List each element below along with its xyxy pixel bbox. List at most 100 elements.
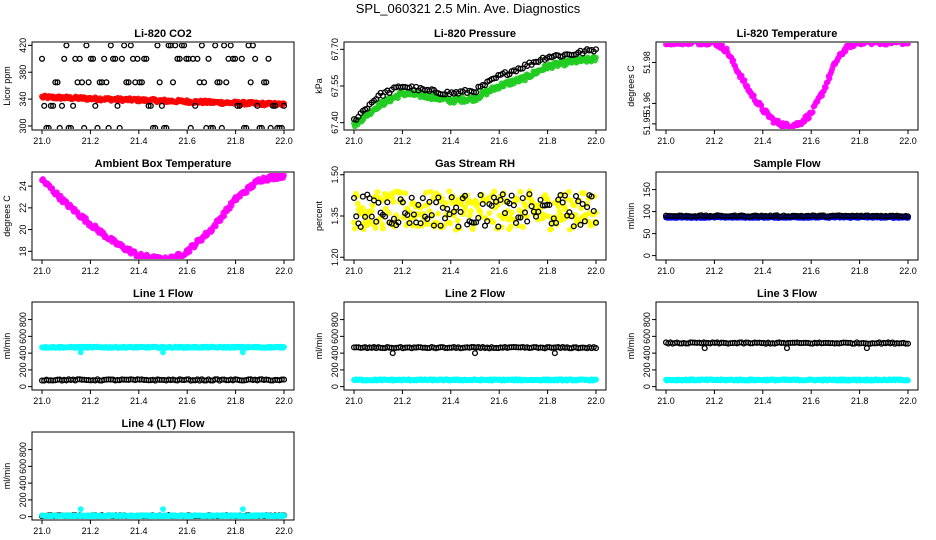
data-point: [709, 43, 714, 44]
series-layer: [662, 339, 912, 384]
panel-ambient: Ambient Box Temperature 21.0 21.2 21.4 21.6 2…: [2, 158, 295, 276]
data-point: [83, 43, 90, 49]
data-point: [239, 349, 246, 356]
panel-title: Li-820 CO2: [134, 28, 191, 40]
data-point: [258, 124, 265, 129]
y-axis-label: ml/min: [626, 333, 636, 360]
data-point: [555, 203, 562, 210]
data-point: [278, 376, 285, 383]
data-point: [114, 102, 121, 109]
x-tick-label: 21.8: [539, 136, 557, 146]
data-point: [577, 221, 584, 228]
data-point: [868, 43, 873, 45]
y-tick-label: 24: [18, 181, 28, 191]
data-point: [517, 214, 524, 221]
x-tick-label: 21.6: [178, 266, 196, 276]
data-point: [430, 222, 437, 229]
x-tick-label: 21.0: [657, 136, 675, 146]
y-tick-label: 50: [642, 229, 652, 239]
data-point: [488, 202, 495, 209]
data-point: [280, 376, 288, 383]
data-point: [156, 79, 163, 86]
data-point: [570, 223, 577, 230]
data-point: [486, 210, 493, 216]
data-point: [750, 92, 757, 99]
data-point: [101, 55, 108, 62]
data-point: [125, 79, 132, 86]
series-green: [351, 54, 599, 129]
x-tick-label: 22.0: [275, 266, 293, 276]
y-axis-label: kPa: [314, 78, 324, 94]
data-point: [161, 124, 168, 129]
data-point: [467, 208, 474, 214]
data-point: [145, 102, 152, 109]
data-point: [154, 43, 161, 49]
data-point: [160, 349, 166, 356]
y-tick-label: 51.98: [642, 51, 652, 74]
y-tick-label: 600: [330, 329, 340, 344]
data-point: [521, 209, 529, 216]
data-point: [352, 225, 358, 232]
data-point: [435, 210, 441, 217]
data-point: [519, 195, 526, 202]
data-point: [136, 79, 143, 86]
y-tick-label: 1.50: [330, 166, 340, 184]
data-point: [229, 55, 236, 62]
data-point: [457, 208, 464, 216]
x-tick-label: 21.2: [394, 266, 412, 276]
data-point: [471, 350, 479, 357]
data-point: [561, 192, 568, 199]
data-point: [904, 340, 912, 347]
x-tick-label: 21.8: [227, 396, 245, 406]
data-point: [359, 204, 366, 211]
data-point: [152, 124, 159, 129]
panel-co2: Li-820 CO2 21.0 21.2 21.4 21.6 21.8 22.0 300 340…: [2, 28, 295, 146]
data-point: [281, 343, 287, 350]
data-point: [809, 109, 816, 116]
data-point: [514, 196, 521, 203]
x-tick-label: 22.0: [899, 396, 917, 406]
data-point: [254, 102, 261, 109]
series-layer: [350, 343, 600, 384]
data-point: [876, 43, 882, 45]
x-tick-label: 21.2: [82, 266, 100, 276]
data-point: [232, 55, 239, 62]
plot-frame: [31, 431, 295, 521]
data-point: [575, 198, 582, 205]
y-tick-label: 22: [18, 203, 28, 213]
x-tick-label: 22.0: [275, 526, 293, 536]
data-point: [433, 199, 440, 206]
data-point: [239, 506, 246, 513]
data-point: [501, 210, 509, 217]
y-tick-label: 1.35: [330, 207, 340, 225]
x-tick-label: 21.6: [490, 266, 508, 276]
x-tick-label: 21.8: [851, 396, 869, 406]
y-tick-label: 0: [642, 253, 652, 258]
data-point: [90, 55, 97, 62]
data-point: [442, 200, 449, 206]
panel-title: Li-820 Temperature: [737, 28, 838, 40]
series-layer: [350, 46, 600, 129]
data-point: [112, 55, 119, 62]
data-point: [92, 102, 99, 109]
data-point: [207, 124, 214, 129]
y-tick-label: 150: [642, 182, 652, 197]
data-point: [783, 345, 791, 352]
data-point: [562, 206, 569, 213]
series-black: [662, 212, 912, 220]
data-point: [134, 55, 141, 62]
y-tick-label: 380: [18, 65, 28, 80]
data-point: [212, 223, 219, 230]
x-tick-label: 22.0: [899, 136, 917, 146]
data-point: [703, 43, 708, 44]
data-point: [437, 222, 444, 229]
y-tick-label: 800: [642, 312, 652, 327]
data-point: [871, 43, 876, 44]
data-point: [165, 43, 172, 49]
y-tick-label: 420: [18, 38, 28, 53]
data-point: [164, 257, 169, 259]
data-point: [149, 124, 157, 129]
plot-frame: [655, 171, 919, 261]
series-magenta: [39, 173, 287, 259]
x-tick-label: 21.2: [706, 396, 724, 406]
